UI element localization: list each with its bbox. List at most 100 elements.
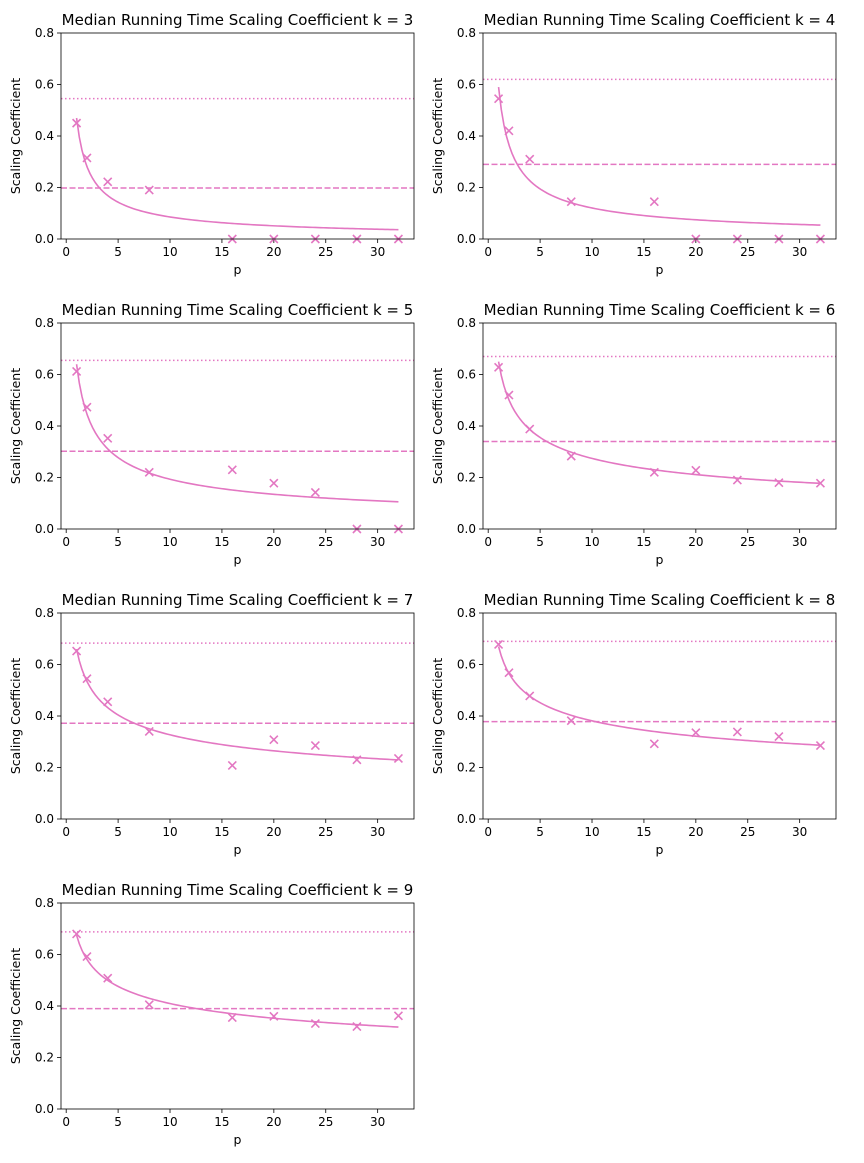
y-tick-label: 0.8 [457, 606, 476, 620]
data-point [310, 487, 320, 498]
x-tick-label: 10 [162, 825, 177, 839]
x-tick-label: 20 [688, 535, 703, 549]
y-tick-label: 0.6 [457, 658, 476, 672]
data-point [103, 177, 113, 187]
y-tick-label: 0.2 [35, 471, 54, 485]
y-axis-label: Scaling Coefficient [430, 78, 445, 194]
data-point [525, 154, 535, 164]
data-point [227, 760, 237, 771]
x-tick-label: 30 [370, 245, 385, 259]
subplot-k6: Median Running Time Scaling Coefficient … [430, 301, 837, 567]
data-point [691, 465, 701, 475]
data-point [525, 691, 535, 701]
x-tick-label: 10 [584, 535, 599, 549]
axes-frame [482, 32, 837, 240]
data-point [393, 1011, 403, 1021]
y-tick-label: 0.6 [35, 948, 54, 962]
subplot-k3: Median Running Time Scaling Coefficient … [8, 11, 415, 277]
plot-area [61, 642, 414, 761]
data-point [227, 465, 237, 475]
data-point [144, 467, 154, 477]
data-point [310, 741, 320, 751]
chart-title: Median Running Time Scaling Coefficient … [62, 591, 414, 609]
y-tick-label: 0.4 [457, 129, 476, 143]
fit-curve [497, 646, 821, 746]
x-axis-label: p [234, 262, 242, 277]
data-point [227, 1013, 237, 1023]
y-tick-label: 0.4 [35, 129, 54, 143]
x-tick-label: 25 [318, 1115, 333, 1129]
data-point [72, 929, 82, 939]
data-point [649, 467, 659, 477]
x-tick-label: 0 [62, 825, 70, 839]
data-point [72, 646, 82, 656]
x-tick-label: 30 [370, 825, 385, 839]
data-point [393, 753, 403, 764]
x-tick-label: 25 [318, 535, 333, 549]
data-point [566, 716, 576, 726]
data-point [82, 951, 92, 962]
fit-curve [75, 648, 399, 761]
plot-area [61, 359, 414, 503]
y-tick-label: 0.4 [35, 709, 54, 723]
chart-title: Median Running Time Scaling Coefficient … [484, 11, 836, 29]
axes-frame [60, 322, 415, 530]
y-tick-label: 0.8 [35, 896, 54, 910]
y-tick-label: 0.2 [457, 761, 476, 775]
y-axis-label: Scaling Coefficient [8, 368, 23, 484]
data-point [82, 674, 92, 684]
data-point [352, 755, 362, 765]
axes-frame [60, 32, 415, 240]
data-point [649, 197, 659, 207]
x-tick-label: 5 [114, 1115, 122, 1129]
data-point [144, 1000, 154, 1010]
y-tick-label: 0.4 [35, 999, 54, 1013]
x-tick-label: 30 [370, 1115, 385, 1129]
y-tick-label: 0.6 [457, 78, 476, 92]
data-point [494, 94, 504, 104]
data-point [103, 973, 113, 983]
y-tick-label: 0.8 [457, 316, 476, 330]
x-tick-label: 25 [740, 535, 755, 549]
data-point [732, 475, 742, 485]
x-tick-label: 15 [214, 535, 229, 549]
plot-area [61, 97, 414, 231]
x-axis-label: p [234, 842, 242, 857]
x-tick-label: 10 [162, 535, 177, 549]
x-tick-label: 10 [584, 245, 599, 259]
x-tick-label: 0 [484, 245, 492, 259]
plot-area [483, 355, 836, 485]
x-axis-label: p [234, 1132, 242, 1147]
subplot-k5: Median Running Time Scaling Coefficient … [8, 301, 415, 567]
subplot-k9: Median Running Time Scaling Coefficient … [8, 881, 415, 1147]
data-point [504, 126, 514, 136]
data-point [103, 433, 113, 443]
data-point [82, 402, 92, 412]
data-point [269, 1011, 279, 1021]
fit-curve [75, 364, 399, 503]
y-axis-label: Scaling Coefficient [8, 948, 23, 1064]
fit-curve [75, 934, 399, 1028]
y-tick-label: 0.4 [457, 709, 476, 723]
y-tick-label: 0.6 [35, 78, 54, 92]
plot-area [483, 640, 836, 746]
y-tick-label: 0.8 [35, 316, 54, 330]
fit-curve [497, 361, 821, 485]
subplot-k7: Median Running Time Scaling Coefficient … [8, 591, 415, 857]
x-tick-label: 20 [266, 1115, 281, 1129]
data-point [691, 728, 701, 738]
y-tick-label: 0.2 [457, 471, 476, 485]
data-point [774, 732, 784, 742]
x-tick-label: 20 [688, 825, 703, 839]
chart-title: Median Running Time Scaling Coefficient … [62, 881, 414, 899]
x-tick-label: 15 [636, 245, 651, 259]
x-tick-label: 5 [114, 535, 122, 549]
y-tick-label: 0.2 [35, 761, 54, 775]
x-tick-label: 10 [162, 245, 177, 259]
axes-frame [60, 902, 415, 1110]
x-tick-label: 25 [740, 245, 755, 259]
y-tick-label: 0.0 [35, 522, 54, 536]
fit-curve [75, 117, 399, 231]
x-tick-label: 15 [214, 245, 229, 259]
